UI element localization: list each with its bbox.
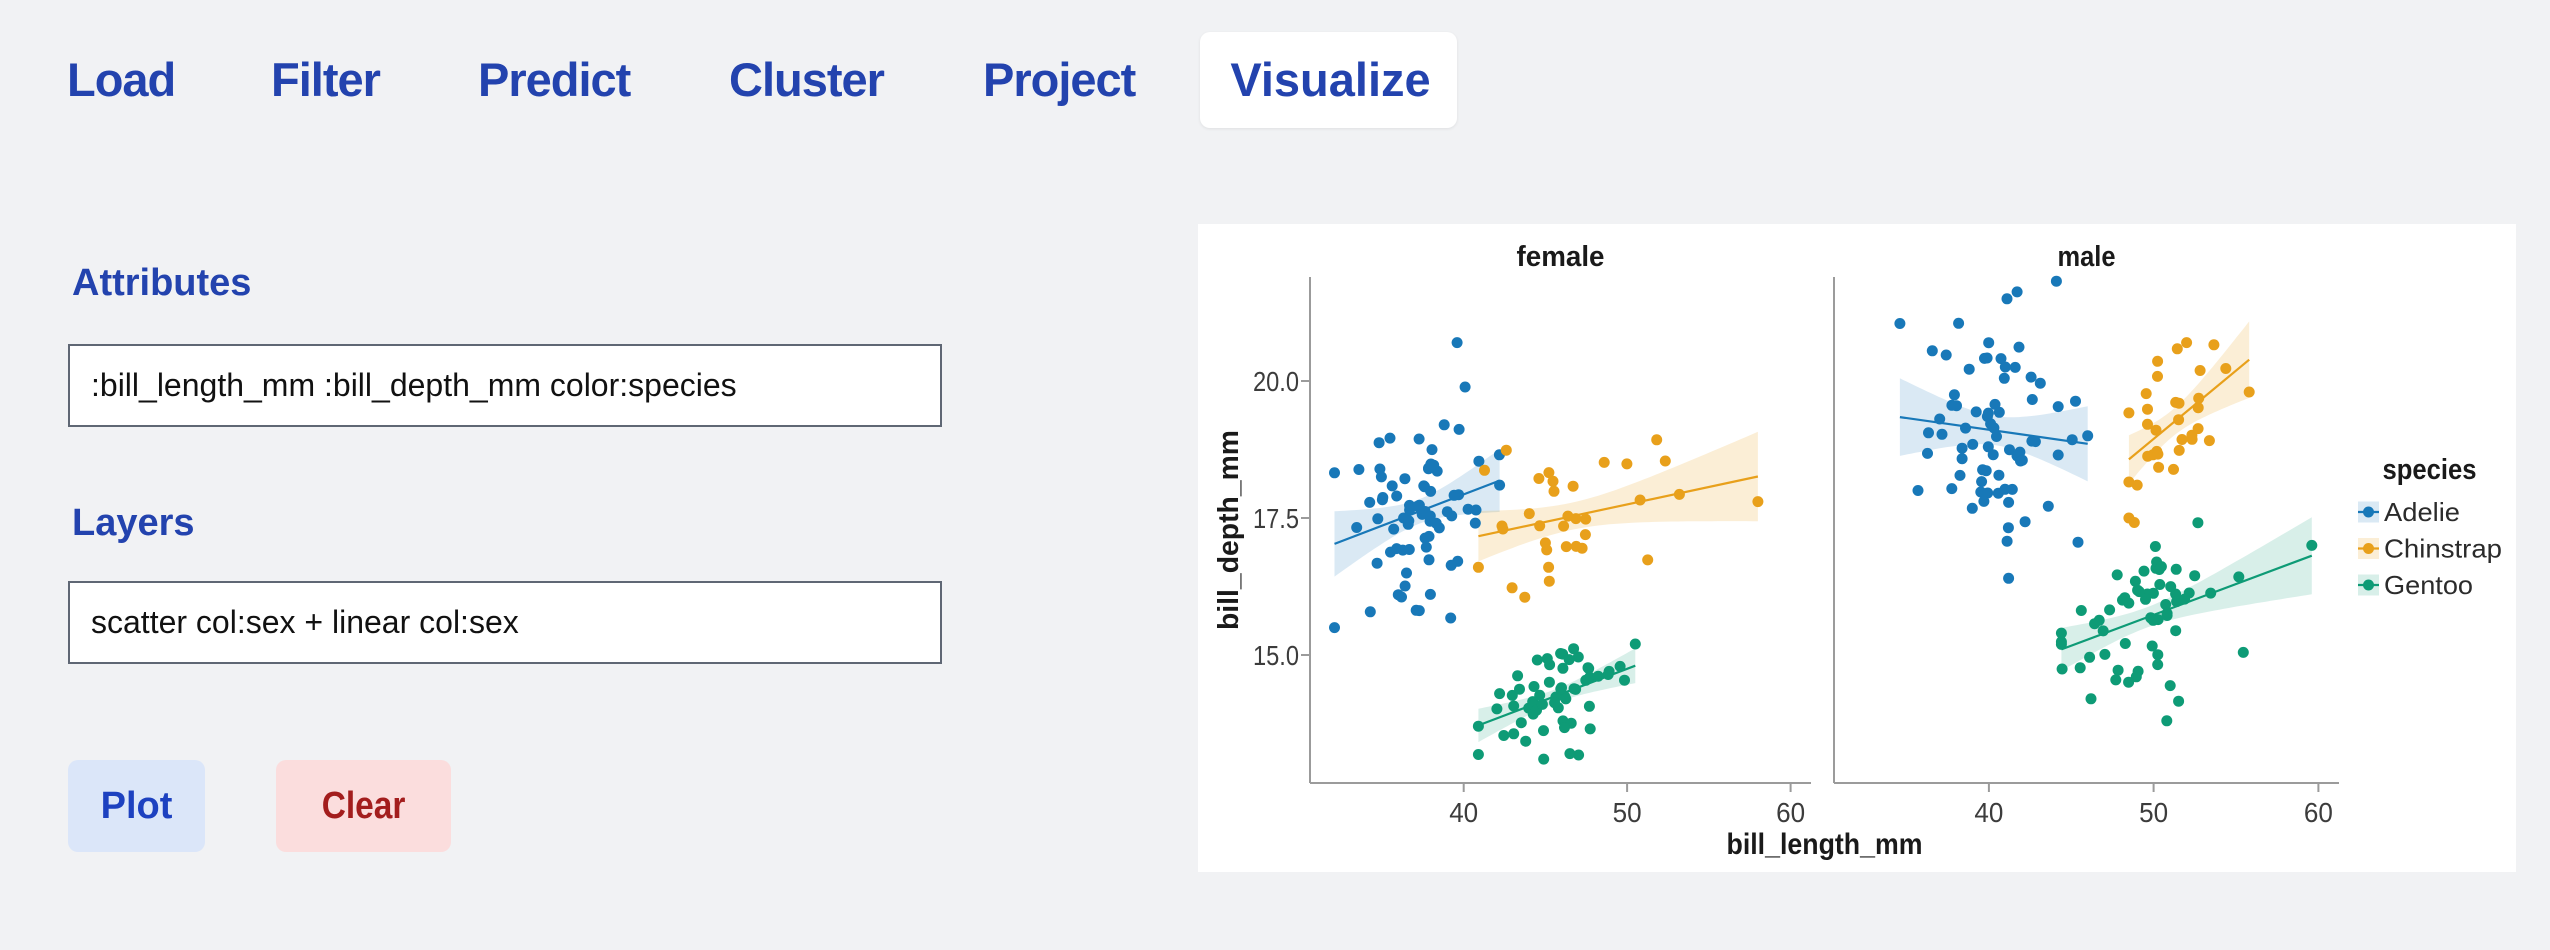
svg-text:17.5: 17.5 — [1253, 503, 1299, 534]
svg-text:60: 60 — [2304, 797, 2333, 828]
svg-text:40: 40 — [1974, 797, 2003, 828]
svg-text:60: 60 — [1776, 797, 1805, 828]
svg-text:Gentoo: Gentoo — [2384, 570, 2473, 600]
svg-text:female: female — [1517, 241, 1605, 273]
svg-text:species: species — [2383, 454, 2477, 486]
svg-text:50: 50 — [2139, 797, 2168, 828]
svg-text:50: 50 — [1613, 797, 1642, 828]
svg-text:bill_depth_mm: bill_depth_mm — [1213, 430, 1245, 630]
svg-text:bill_length_mm: bill_length_mm — [1727, 828, 1923, 861]
svg-text:Adelie: Adelie — [2384, 497, 2460, 527]
svg-text:15.0: 15.0 — [1253, 640, 1299, 671]
svg-text:40: 40 — [1449, 797, 1478, 828]
svg-text:Chinstrap: Chinstrap — [2384, 534, 2502, 564]
svg-text:20.0: 20.0 — [1253, 366, 1299, 397]
svg-text:male: male — [2058, 241, 2116, 273]
